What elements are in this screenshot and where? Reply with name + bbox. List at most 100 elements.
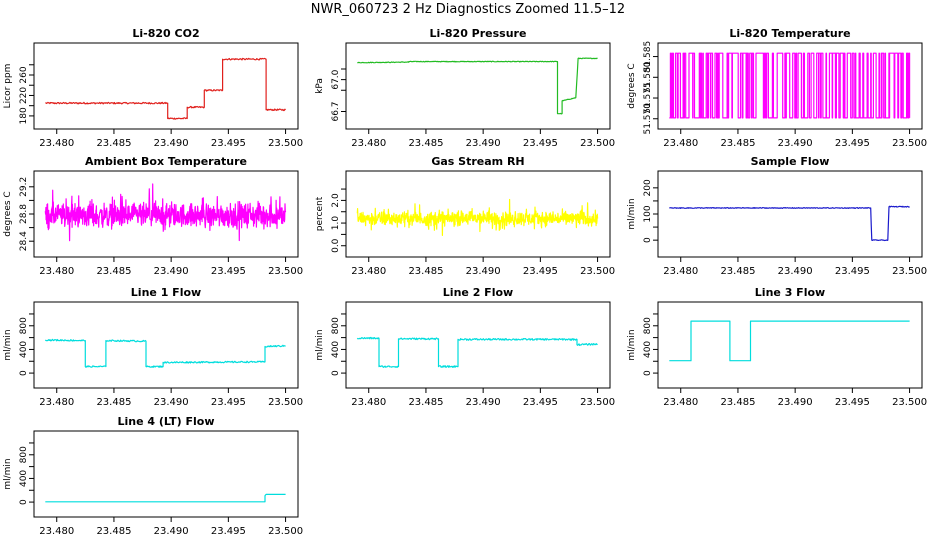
x-tick-label: 23.485 — [720, 266, 755, 277]
x-tick-label: 23.485 — [720, 138, 755, 149]
y-tick-label: 28.4 — [19, 231, 29, 251]
data-series-line — [669, 52, 911, 119]
y-tick-label: 2.0 — [331, 193, 341, 208]
x-tick-label: 23.500 — [892, 266, 927, 277]
panel-9: Line 3 Flow 23.480 23.485 23.490 23.495 23.50… — [627, 286, 927, 408]
x-tick-label: 23.480 — [663, 397, 698, 408]
x-tick-label: 23.485 — [96, 526, 131, 537]
y-tick-label: 220 — [19, 87, 29, 104]
panel-8: Line 2 Flow 23.480 23.485 23.490 23.495 23.50… — [315, 286, 615, 408]
panel-title: Line 2 Flow — [443, 286, 513, 299]
panel-5: Gas Stream RH 23.480 23.485 23.490 23.495 23.… — [315, 155, 615, 277]
panel-10: Line 4 (LT) Flow 23.480 23.485 23.490 23.495… — [3, 415, 303, 537]
y-tick-label: 0.0 — [331, 238, 341, 253]
data-series-line — [669, 320, 910, 362]
x-tick-label: 23.495 — [523, 138, 558, 149]
x-tick-label: 23.490 — [154, 266, 189, 277]
x-tick-label: 23.495 — [523, 397, 558, 408]
panel-title: Li-820 Pressure — [430, 27, 527, 40]
panel-2: Li-820 Pressure 23.480 23.485 23.490 23.495 2… — [315, 27, 615, 149]
y-tick-label: 51.585 — [643, 41, 653, 73]
data-series-line — [45, 57, 286, 120]
x-tick-label: 23.495 — [523, 266, 558, 277]
x-tick-label: 23.495 — [835, 266, 870, 277]
panel-4: Ambient Box Temperature 23.480 23.485 23.49… — [3, 155, 303, 277]
y-axis-label: degrees C — [627, 63, 637, 108]
x-tick-label: 23.490 — [154, 526, 189, 537]
panel-frame — [345, 170, 611, 258]
x-tick-label: 23.485 — [408, 397, 443, 408]
x-tick-label: 23.490 — [154, 397, 189, 408]
x-tick-label: 23.500 — [580, 138, 615, 149]
x-tick-label: 23.490 — [154, 138, 189, 149]
panel-title: Ambient Box Temperature — [85, 155, 247, 168]
y-tick-label: 800 — [643, 317, 653, 334]
x-tick-label: 23.495 — [211, 397, 246, 408]
x-tick-label: 23.495 — [835, 397, 870, 408]
x-tick-label: 23.485 — [96, 266, 131, 277]
y-axis-label: Licor ppm — [3, 64, 13, 109]
data-series-line — [356, 336, 598, 368]
panel-title: Li-820 CO2 — [132, 27, 199, 40]
y-axis-label: percent — [315, 196, 325, 231]
y-tick-label: 0 — [19, 499, 29, 505]
x-tick-label: 23.500 — [580, 397, 615, 408]
y-tick-label: 0 — [331, 370, 341, 376]
figure-title: NWR_060723 2 Hz Diagnostics Zoomed 11.5–… — [310, 2, 626, 17]
x-tick-label: 23.495 — [211, 266, 246, 277]
y-tick-label: 200 — [643, 179, 653, 196]
y-tick-label: 800 — [331, 317, 341, 334]
x-tick-label: 23.500 — [268, 526, 303, 537]
x-tick-label: 23.490 — [778, 266, 813, 277]
y-tick-label: 800 — [19, 317, 29, 334]
x-tick-label: 23.500 — [580, 266, 615, 277]
panel-frame — [33, 42, 299, 130]
x-tick-label: 23.490 — [466, 138, 501, 149]
y-tick-label: 51.570 — [643, 103, 653, 135]
y-axis-label: ml/min — [627, 329, 637, 360]
y-tick-label: 29.2 — [19, 177, 29, 197]
panel-frame — [657, 170, 923, 258]
y-tick-label: 51.575 — [643, 82, 653, 114]
y-tick-label: 66.7 — [331, 101, 341, 121]
x-tick-label: 23.485 — [408, 138, 443, 149]
data-series-line — [45, 493, 286, 503]
panel-title: Gas Stream RH — [431, 155, 524, 168]
panel-frame — [345, 42, 611, 130]
x-tick-label: 23.480 — [663, 138, 698, 149]
x-tick-label: 23.490 — [778, 397, 813, 408]
y-tick-label: 0 — [643, 370, 653, 376]
panel-title: Line 3 Flow — [755, 286, 825, 299]
panel-7: Line 1 Flow 23.480 23.485 23.490 23.495 23.50… — [3, 286, 303, 408]
panel-frame — [33, 430, 299, 518]
y-tick-label: 800 — [19, 446, 29, 463]
y-axis-label: ml/min — [3, 458, 13, 489]
y-tick-label: 400 — [19, 341, 29, 358]
y-axis-label: kPa — [315, 78, 325, 94]
x-tick-label: 23.480 — [39, 266, 74, 277]
x-tick-label: 23.500 — [268, 138, 303, 149]
x-tick-label: 23.485 — [720, 397, 755, 408]
x-tick-label: 23.495 — [211, 138, 246, 149]
y-tick-label: 260 — [19, 66, 29, 83]
y-tick-label: 1.0 — [331, 216, 341, 231]
panel-title: Li-820 Temperature — [729, 27, 850, 40]
x-tick-label: 23.485 — [96, 397, 131, 408]
x-tick-label: 23.500 — [892, 138, 927, 149]
y-tick-label: 28.8 — [19, 204, 29, 224]
y-tick-label: 400 — [19, 470, 29, 487]
x-tick-label: 23.485 — [96, 138, 131, 149]
panel-title: Sample Flow — [751, 155, 830, 168]
y-axis-label: ml/min — [315, 329, 325, 360]
y-tick-label: 0 — [19, 370, 29, 376]
x-tick-label: 23.495 — [211, 526, 246, 537]
panel-title: Line 4 (LT) Flow — [118, 415, 215, 428]
y-axis-label: degrees C — [3, 191, 13, 236]
panel-6: Sample Flow 23.480 23.485 23.490 23.495 23.50… — [627, 155, 927, 277]
x-tick-label: 23.500 — [268, 266, 303, 277]
panel-frame — [657, 42, 923, 130]
y-tick-label: 100 — [643, 205, 653, 222]
x-tick-label: 23.490 — [466, 266, 501, 277]
y-axis-label: ml/min — [3, 329, 13, 360]
